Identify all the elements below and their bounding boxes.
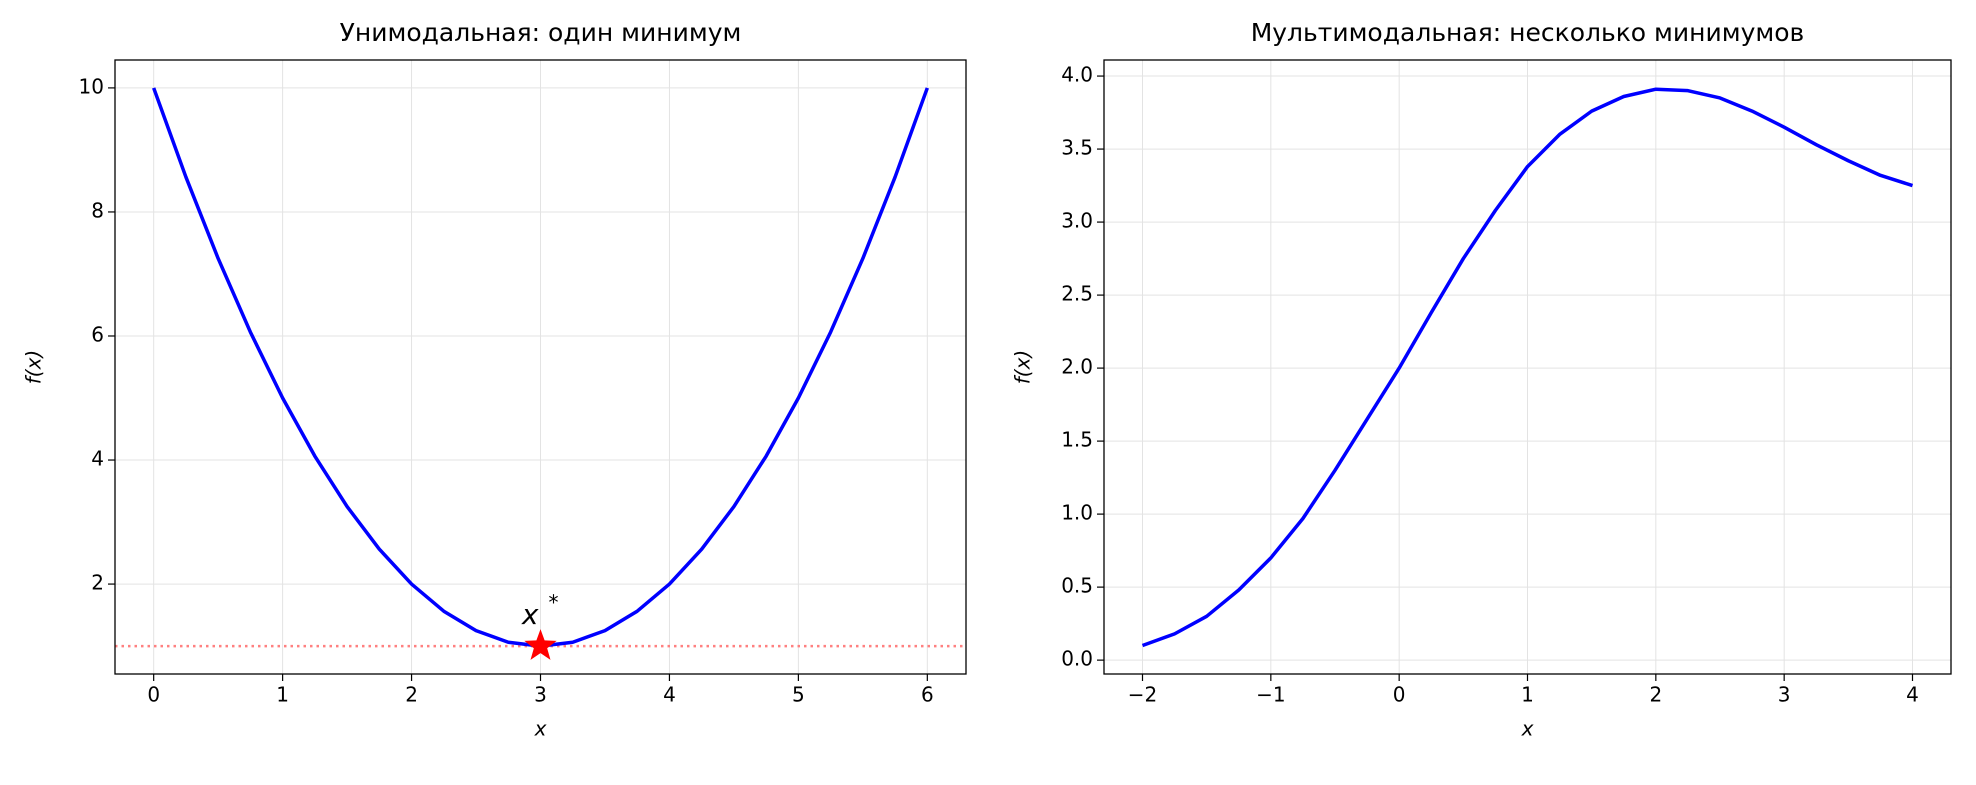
- x-tick-label: 2: [405, 683, 418, 707]
- x-tick-label: 0: [1393, 683, 1406, 707]
- y-tick-label: 2.5: [1061, 282, 1093, 306]
- x-axis-label: x: [534, 717, 547, 741]
- y-tick-label: 1.0: [1061, 501, 1093, 525]
- x-tick-label: 4: [663, 683, 676, 707]
- y-tick-label: 4: [91, 447, 104, 471]
- x-tick-label: 1: [1521, 683, 1534, 707]
- y-tick-label: 6: [91, 322, 104, 346]
- y-tick-label: 0.5: [1061, 574, 1093, 598]
- subplot: −2 −1 0 1 2 3 4 0.0 0.5 1.0 1.5 2.0 2.5 3.0 3.5 4.0 Муль…: [1011, 18, 1952, 741]
- y-tick-label: 2: [91, 571, 104, 595]
- y-tick-label: 3.5: [1061, 136, 1093, 160]
- x-axis-label: x: [1521, 717, 1534, 741]
- y-tick-label: 8: [91, 198, 104, 222]
- y-tick-label: 10: [79, 74, 104, 98]
- chart-title: Мультимодальная: несколько минимумов: [1251, 18, 1805, 47]
- y-axis-label: f(x): [1011, 350, 1035, 384]
- line-series: [1141, 87, 1914, 648]
- annotation-sup: *: [549, 591, 559, 615]
- x-tick-label: 4: [1906, 683, 1919, 707]
- x-tick-label: 1: [276, 683, 289, 707]
- x-tick-label: 5: [792, 683, 805, 707]
- x-tick-label: 3: [534, 683, 547, 707]
- x-tick-label: 6: [921, 683, 934, 707]
- y-tick-label: 4.0: [1061, 63, 1093, 87]
- x-tick-label: −1: [1256, 683, 1285, 707]
- annotation: x: [521, 598, 539, 631]
- plot-frame: [114, 59, 967, 675]
- plot-frame: [1103, 59, 1952, 675]
- y-tick-label: 0.0: [1061, 647, 1093, 671]
- y-tick-label: 2.0: [1061, 355, 1093, 379]
- x-tick-label: 2: [1649, 683, 1662, 707]
- subplot: 0 1 2 3 4 5 6 2 4 6 8 10 x * Унимодальная: один миниму…: [22, 18, 967, 741]
- y-tick-label: 3.0: [1061, 209, 1093, 233]
- chart-title: Унимодальная: один минимум: [340, 18, 742, 47]
- minimum-marker: [524, 629, 557, 660]
- x-tick-label: 0: [147, 683, 160, 707]
- y-tick-label: 1.5: [1061, 428, 1093, 452]
- y-axis-label: f(x): [22, 350, 46, 384]
- x-tick-label: 3: [1778, 683, 1791, 707]
- x-tick-label: −2: [1128, 683, 1157, 707]
